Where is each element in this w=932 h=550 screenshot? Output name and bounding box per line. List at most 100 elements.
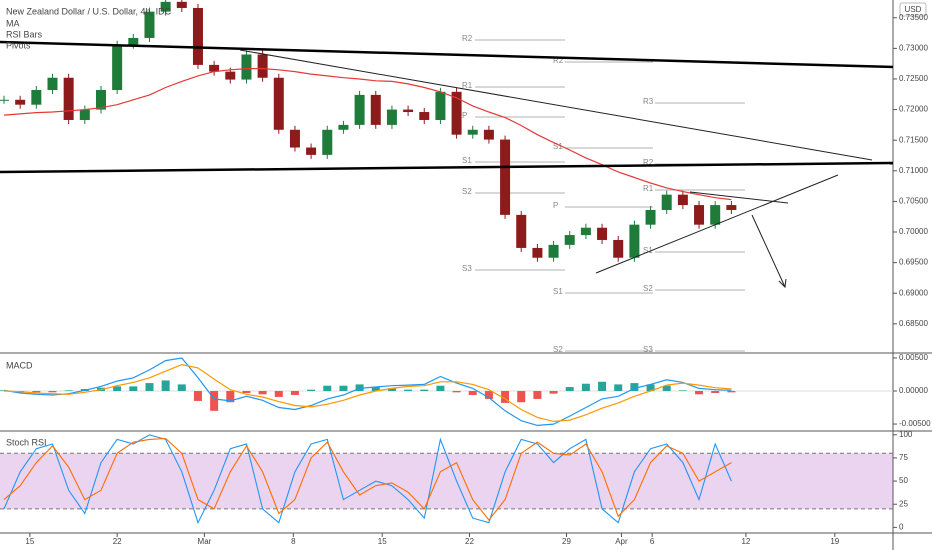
pivot-label: S1 — [643, 246, 653, 255]
band-fill — [0, 453, 893, 509]
candle — [95, 89, 106, 110]
histogram-bar — [193, 391, 202, 401]
histogram-bar — [226, 391, 235, 403]
indicator-label: Pivots — [6, 40, 31, 50]
candle — [451, 91, 462, 135]
candle — [0, 99, 9, 101]
histogram-bar — [129, 386, 138, 392]
y-tick-label: 0.70000 — [899, 227, 928, 236]
histogram-bar — [646, 384, 655, 392]
x-tick-label: 29 — [562, 537, 571, 546]
histogram-bar — [420, 389, 429, 392]
indicator-label: RSI Bars — [6, 29, 43, 39]
x-tick-label: 19 — [830, 537, 839, 546]
pivot-label: S2 — [553, 345, 563, 354]
histogram-bar — [678, 390, 687, 392]
histogram-bar — [581, 383, 590, 392]
histogram-bar — [695, 391, 704, 395]
histogram-bar — [177, 384, 186, 392]
x-tick-label: 8 — [291, 537, 296, 546]
candle — [128, 37, 139, 45]
pivot-label: R1 — [462, 81, 473, 90]
histogram-bar — [48, 391, 57, 393]
currency-box[interactable] — [899, 2, 927, 17]
trend-line — [239, 49, 873, 161]
candle — [160, 1, 171, 12]
y-tick-label: 0.00500 — [899, 353, 928, 362]
y-tick-label: 0.68500 — [899, 319, 928, 328]
histogram-bar — [387, 388, 396, 392]
trend-line — [689, 191, 789, 204]
y-tick-label: 0.72000 — [899, 105, 928, 114]
histogram-bar — [533, 391, 542, 399]
y-tick-label: 0.71500 — [899, 135, 928, 144]
line — [3, 68, 732, 201]
histogram-bar — [598, 381, 607, 392]
histogram-bar — [32, 391, 41, 393]
indicator-label: MA — [6, 18, 20, 28]
histogram-bar — [242, 391, 251, 393]
candle — [176, 1, 187, 8]
candle — [726, 205, 737, 210]
candle — [629, 224, 640, 258]
pivot-label: P — [462, 111, 467, 120]
histogram-bar — [307, 389, 316, 392]
histogram-bar — [484, 391, 493, 399]
trend-line — [0, 161, 894, 174]
histogram-bar — [161, 380, 170, 392]
y-tick-label: 0.00000 — [899, 386, 928, 395]
candle — [548, 244, 559, 258]
candle — [31, 89, 42, 105]
histogram-bar — [614, 384, 623, 392]
histogram-bar — [64, 390, 73, 392]
pivot-label: R2 — [553, 56, 564, 65]
candle — [322, 129, 333, 155]
trend-line — [0, 40, 894, 69]
histogram-bar — [727, 391, 736, 393]
pivot-label: S1 — [462, 156, 472, 165]
x-tick-label: Mar — [198, 537, 212, 546]
y-tick-label: 75 — [899, 453, 908, 462]
candle — [710, 205, 721, 225]
candle — [192, 7, 203, 65]
candle — [516, 214, 527, 248]
histogram-bar — [662, 385, 671, 392]
pane-title: Stoch RSI — [6, 437, 47, 447]
pivot-labels: R2 R1 P S1 S2 S3 R2 S1 P S1 S2 R3 R2 R1 … — [462, 34, 654, 354]
histogram-bar — [452, 391, 461, 393]
y-tick-label: 0.73000 — [899, 43, 928, 52]
pivot-label: S1 — [553, 287, 563, 296]
histogram-bar — [711, 391, 720, 393]
candle — [241, 54, 252, 80]
histogram-bar — [436, 385, 445, 392]
candle — [500, 139, 511, 215]
candle — [435, 91, 446, 120]
line — [3, 357, 732, 427]
pivot-label: P — [553, 201, 558, 210]
y-tick-label: 0.69500 — [899, 258, 928, 267]
pivot-label: S1 — [553, 142, 563, 151]
candle — [694, 205, 705, 225]
histogram-bar — [355, 384, 364, 392]
arrow-head — [778, 278, 787, 289]
candle — [483, 129, 494, 140]
x-tick-label: 22 — [465, 537, 474, 546]
y-tick-label: 0.73500 — [899, 13, 928, 22]
candle — [661, 194, 672, 210]
marks — [0, 0, 893, 525]
histogram-bar — [210, 391, 219, 411]
histogram-bar — [517, 391, 526, 403]
y-tick-label: 0.69000 — [899, 288, 928, 297]
candle — [306, 147, 317, 155]
arrow — [751, 214, 786, 288]
drawings — [0, 40, 894, 289]
candle — [354, 94, 365, 125]
histogram-bar — [323, 385, 332, 392]
chart-title: New Zealand Dollar / U.S. Dollar, 4h, ID… — [6, 6, 172, 16]
candle — [63, 77, 74, 120]
candle — [645, 209, 656, 225]
candle — [386, 109, 397, 125]
pivot-label: R2 — [643, 158, 654, 167]
candle — [257, 54, 268, 78]
